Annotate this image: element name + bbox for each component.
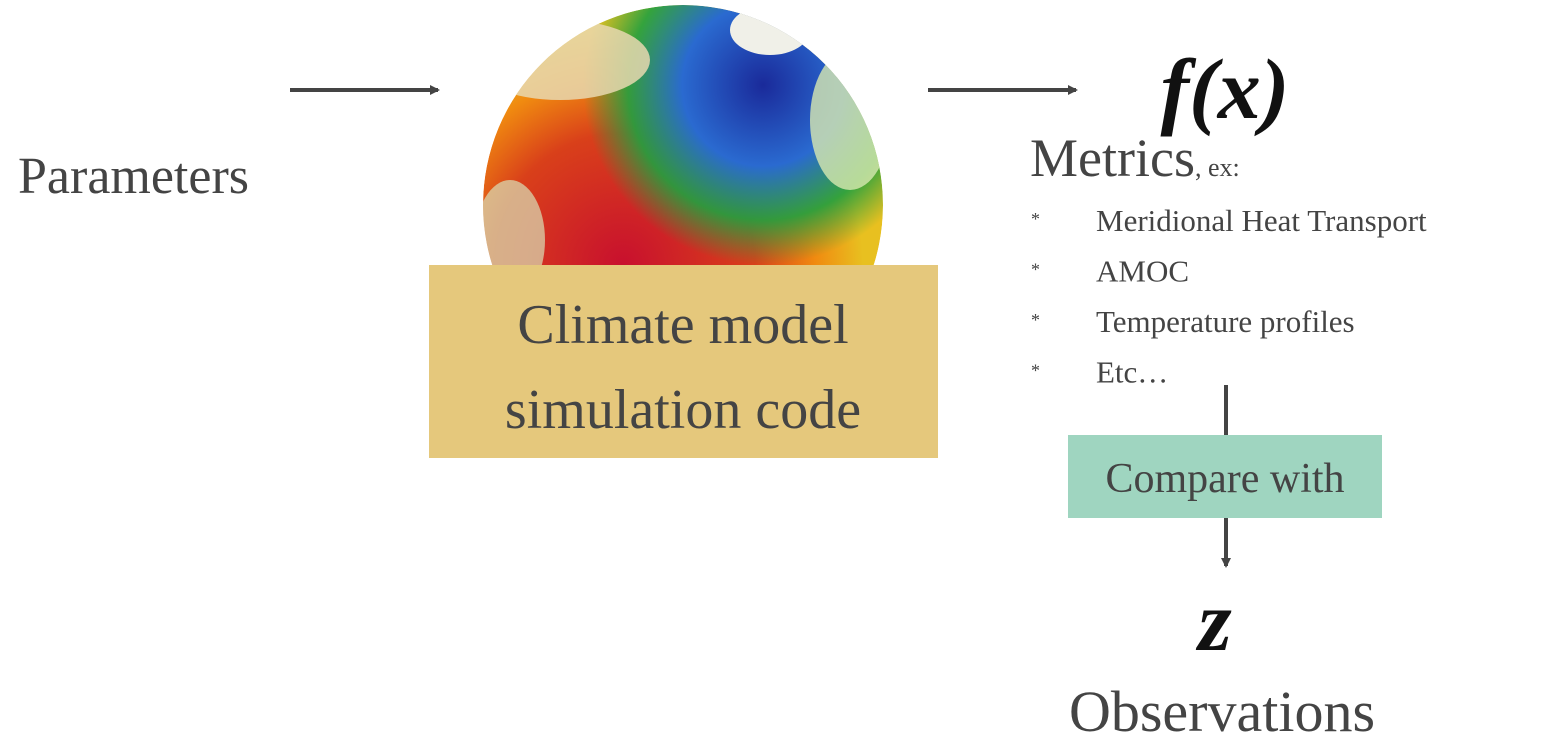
function-symbol: f(x) xyxy=(1161,41,1290,137)
compare-label: Compare with xyxy=(1105,456,1344,502)
compare-box xyxy=(1068,435,1382,518)
metrics-title: Metrics, ex: xyxy=(1030,128,1240,188)
bullet: * xyxy=(1031,260,1040,280)
model-line: Climate model xyxy=(517,294,848,356)
metrics-suffix: , ex: xyxy=(1195,153,1240,182)
bullet: * xyxy=(1031,209,1040,229)
bullet: * xyxy=(1031,310,1040,330)
metric-item: AMOC xyxy=(1096,254,1189,289)
model-box xyxy=(429,265,938,458)
observation-symbol: z xyxy=(1195,573,1232,669)
model-line: simulation code xyxy=(505,379,861,441)
metric-item: Meridional Heat Transport xyxy=(1096,203,1427,238)
metric-item: Etc… xyxy=(1096,355,1168,390)
bullet: * xyxy=(1031,361,1040,381)
observations-label: Observations xyxy=(1069,679,1375,739)
parameters-label: Parameters xyxy=(18,148,249,205)
metrics-title-text: Metrics xyxy=(1030,128,1195,188)
metric-item: Temperature profiles xyxy=(1096,304,1355,339)
metrics-list: * Meridional Heat Transport * AMOC * Temperat… xyxy=(1031,203,1427,390)
